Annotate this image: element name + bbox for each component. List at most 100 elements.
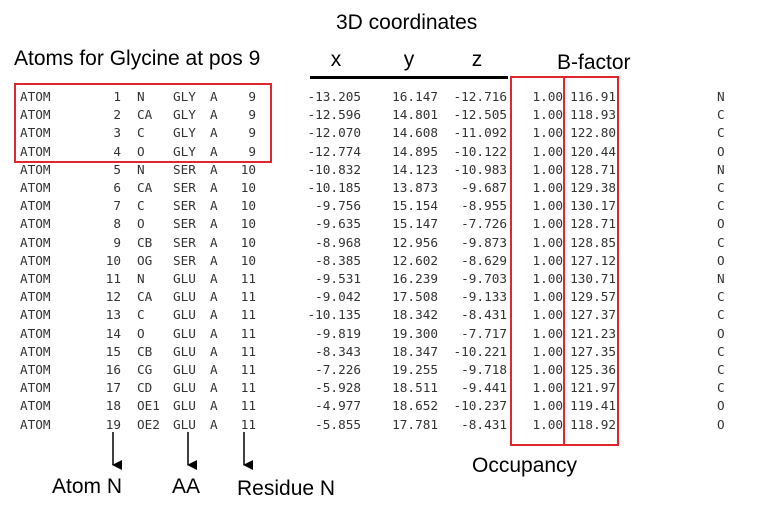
atom-cell-residue-n: 11 [240,325,256,341]
atom-cell-atom-name: C [137,198,145,214]
atom-cell-y: 17.508 [392,289,438,305]
atom-cell-residue-n: 9 [248,107,256,123]
atom-cell-y: 14.123 [392,161,438,177]
atom-cell-z: -8.431 [461,416,507,432]
atom-cell-b-factor: 129.57 [570,289,616,305]
atom-cell-b-factor: 122.80 [570,125,616,141]
atom-cell-b-factor: 129.38 [570,180,616,195]
atom-cell-x: -10.135 [307,307,361,323]
atom-cell-chain: A [210,125,218,141]
atom-cell-chain: A [210,234,218,250]
atom-cell-x: -12.774 [307,143,361,159]
atom-cell-b-factor: 127.12 [570,252,616,268]
atom-cell-b-factor: 125.36 [570,362,616,377]
atom-cell-x: -10.832 [307,161,361,177]
atom-cell-atom-name: O [137,216,145,232]
atom-cell-residue-n: 11 [240,343,256,359]
atom-cell-element: O [717,252,725,268]
atom-cell-atom-name: CG [137,362,153,377]
atom-n-label: Atom N [52,475,123,498]
atom-cell-element: O [717,216,725,232]
atom-cell-record: ATOM [20,107,51,123]
atom-cell-record: ATOM [20,398,51,414]
atom-cell-z: -10.221 [453,343,507,359]
atom-cell-atom-n: 3 [113,125,121,141]
atom-cell-element: N [717,271,725,286]
atom-cell-atom-name: CA [137,107,153,123]
atom-cell-record: ATOM [20,307,51,323]
atom-cell-element: C [717,125,725,141]
atom-cell-b-factor: 119.41 [570,398,616,414]
atom-cell-b-factor: 128.71 [570,216,616,232]
atom-cell-aa: GLY [173,143,196,159]
atom-cell-element: C [717,307,725,323]
atom-cell-atom-name: CB [137,234,153,250]
atom-cell-occupancy: 1.00 [532,252,563,268]
atom-cell-residue-n: 11 [240,307,256,323]
atom-cell-record: ATOM [20,416,51,432]
atom-cell-x: -9.531 [315,271,361,286]
atom-cell-y: 14.801 [392,107,438,123]
atom-cell-occupancy: 1.00 [532,125,563,141]
atom-cell-atom-n: 15 [105,343,121,359]
atom-cell-aa: SER [173,252,196,268]
atom-cell-atom-name: C [137,307,145,323]
atom-cell-element: C [717,343,725,359]
atom-cell-y: 18.347 [392,343,438,359]
atom-cell-x: -9.042 [315,289,361,305]
atom-cell-z: -8.955 [461,198,507,214]
atom-cell-chain: A [210,216,218,232]
atom-cell-atom-n: 2 [113,107,121,123]
atom-cell-residue-n: 10 [240,252,256,268]
atom-cell-atom-n: 11 [105,271,121,286]
atom-cell-occupancy: 1.00 [532,198,563,214]
atom-cell-y: 19.300 [392,325,438,341]
atom-cell-residue-n: 9 [248,89,256,104]
atom-cell-chain: A [210,252,218,268]
atom-cell-atom-n: 8 [113,216,121,232]
atom-cell-x: -7.226 [315,362,361,377]
atom-cell-x: -4.977 [315,398,361,414]
atom-cell-z: -8.629 [461,252,507,268]
atom-cell-element: N [717,89,725,104]
atom-cell-aa: GLU [173,362,196,377]
atom-cell-atom-n: 6 [113,180,121,195]
atom-cell-chain: A [210,289,218,305]
atom-cell-occupancy: 1.00 [532,325,563,341]
atom-cell-y: 18.511 [392,380,438,396]
atom-cell-occupancy: 1.00 [532,161,563,177]
atom-cell-y: 15.154 [392,198,438,214]
atom-cell-record: ATOM [20,161,51,177]
atom-cell-chain: A [210,325,218,341]
atom-cell-record: ATOM [20,89,51,104]
atom-cell-y: 12.956 [392,234,438,250]
atom-cell-y: 18.652 [392,398,438,414]
atom-cell-z: -9.687 [461,180,507,195]
atom-cell-y: 13.873 [392,180,438,195]
atom-cell-x: -10.185 [307,180,361,195]
atom-cell-occupancy: 1.00 [532,416,563,432]
atom-cell-element: C [717,289,725,305]
atom-cell-chain: A [210,107,218,123]
atom-cell-element: C [717,234,725,250]
atom-cell-occupancy: 1.00 [532,289,563,305]
atom-cell-element: O [717,325,725,341]
atom-cell-chain: A [210,307,218,323]
atom-cell-chain: A [210,271,218,286]
atom-cell-y: 18.342 [392,307,438,323]
atom-cell-z: -11.092 [453,125,507,141]
atom-cell-aa: SER [173,180,196,195]
atom-cell-atom-n: 10 [105,252,121,268]
atom-cell-x: -9.819 [315,325,361,341]
atom-cell-record: ATOM [20,380,51,396]
atom-cell-residue-n: 9 [248,125,256,141]
aa-label: AA [172,475,201,498]
x-axis-label: x [330,48,342,71]
atom-cell-b-factor: 128.85 [570,234,616,250]
bfactor-column-box [563,76,619,446]
atom-cell-residue-n: 10 [240,234,256,250]
atom-cell-x: -8.968 [315,234,361,250]
atom-cell-atom-n: 12 [105,289,121,305]
atom-cell-aa: GLY [173,125,196,141]
atom-cell-atom-name: N [137,161,145,177]
